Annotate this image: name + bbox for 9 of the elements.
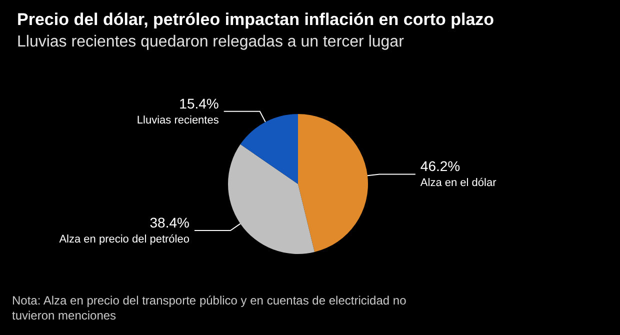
chart-title: Precio del dólar, petróleo impactan inflación en corto plazo: [17, 10, 494, 29]
text: Nota: Alza en precio del transporte público y en cuentas de electricidad no tuvieron menciones: [12, 294, 410, 322]
slice-label: Alza en el dólar: [420, 177, 497, 190]
chart-subtitle: Lluvias recientes quedaron relegadas a un tercer lugar: [17, 34, 405, 50]
data-label: 38.4%: [150, 214, 190, 231]
slice-label: Alza en precio del petróleo: [59, 234, 190, 246]
slice-label: Lluvias recientes: [136, 114, 220, 126]
data-label: 15.4%: [179, 95, 219, 112]
data-label: 46.2%: [420, 158, 460, 174]
